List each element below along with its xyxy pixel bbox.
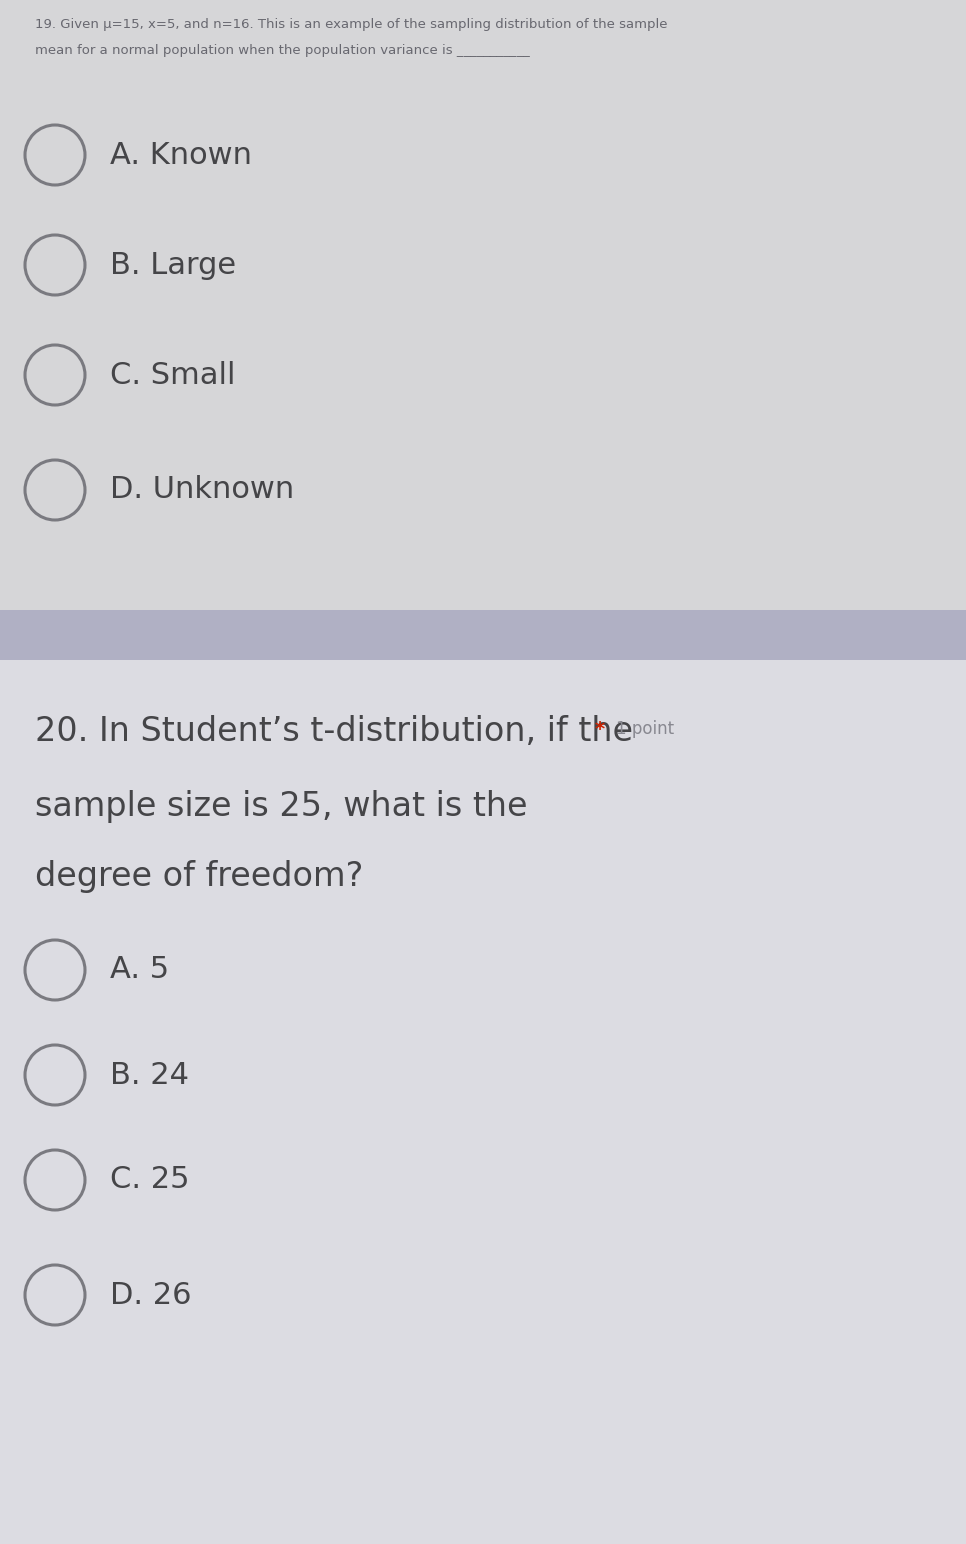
Text: 20. In Student’s t-distribution, if the: 20. In Student’s t-distribution, if the: [35, 715, 643, 747]
Text: mean for a normal population when the population variance is ___________: mean for a normal population when the po…: [35, 43, 529, 57]
Text: B. Large: B. Large: [110, 250, 236, 279]
Text: *: *: [595, 720, 605, 740]
Text: degree of freedom?: degree of freedom?: [35, 860, 363, 892]
Bar: [0, 610, 966, 659]
Text: A. 5: A. 5: [110, 956, 169, 985]
Text: C. Small: C. Small: [110, 360, 236, 389]
Text: D. 26: D. 26: [110, 1280, 191, 1309]
Text: 1 point: 1 point: [616, 720, 674, 738]
Text: A. Known: A. Known: [110, 141, 252, 170]
Bar: [0, 0, 966, 610]
Text: C. 25: C. 25: [110, 1166, 189, 1195]
Text: D. Unknown: D. Unknown: [110, 476, 295, 505]
Bar: [0, 659, 966, 1544]
Text: B. 24: B. 24: [110, 1061, 189, 1090]
Text: sample size is 25, what is the: sample size is 25, what is the: [35, 791, 527, 823]
Text: 19. Given μ=15, x=5, and n=16. This is an example of the sampling distribution o: 19. Given μ=15, x=5, and n=16. This is a…: [35, 19, 668, 31]
